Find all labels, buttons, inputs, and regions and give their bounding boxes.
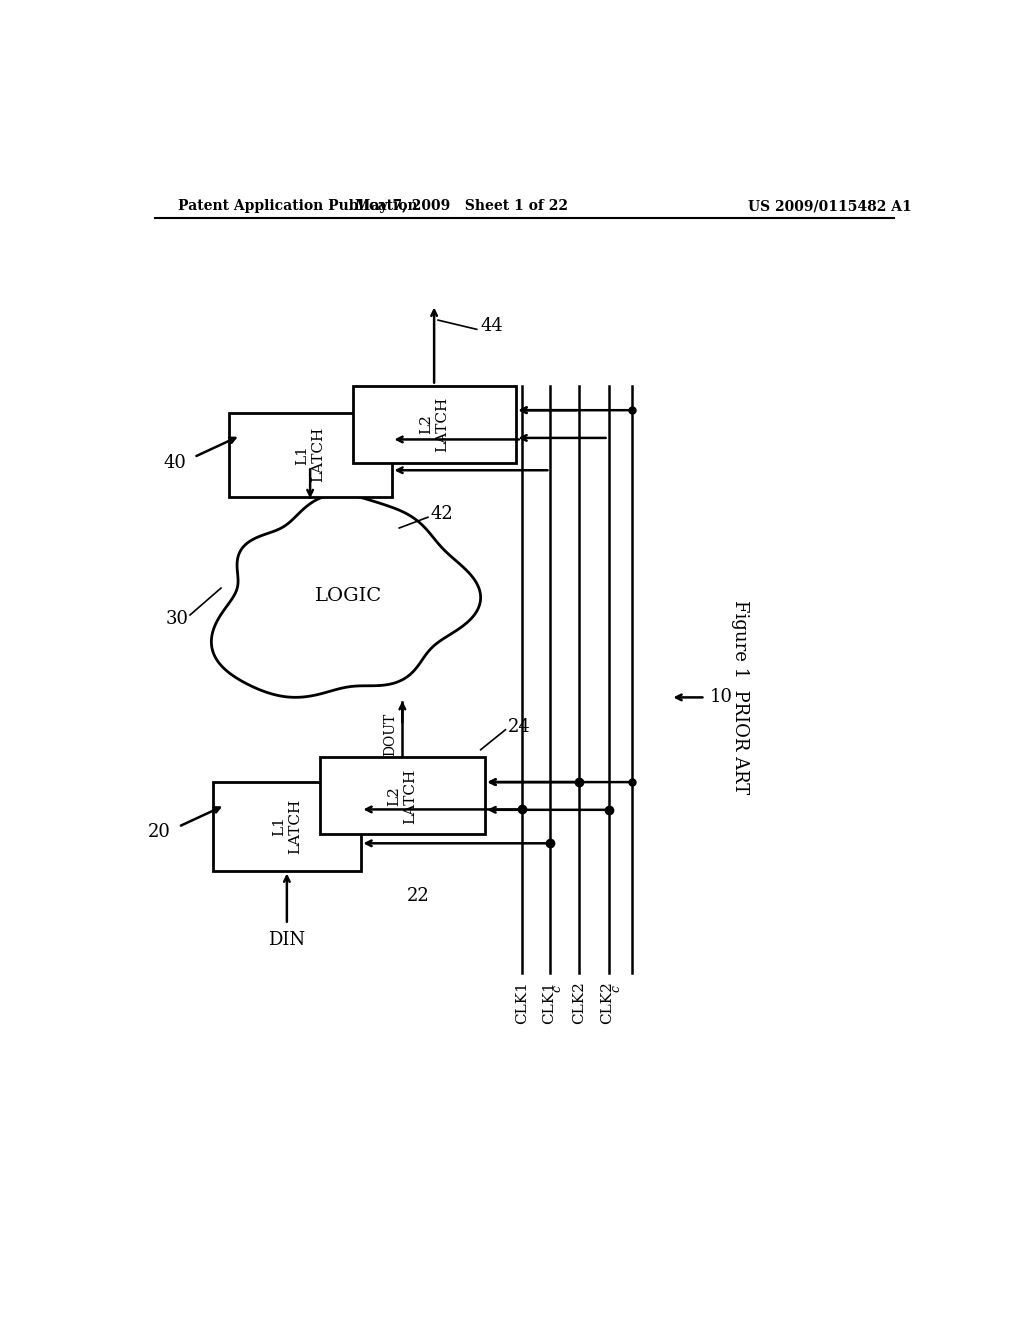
Text: 40: 40 (163, 454, 186, 471)
Text: CLK1: CLK1 (515, 981, 528, 1023)
Text: c: c (551, 985, 564, 991)
Bar (228, 412, 391, 498)
Text: 24: 24 (508, 718, 530, 735)
Text: 20: 20 (147, 824, 171, 841)
Text: Figure 1  PRIOR ART: Figure 1 PRIOR ART (731, 601, 750, 795)
Text: L1
LATCH: L1 LATCH (271, 799, 302, 854)
Text: CLK2: CLK2 (600, 981, 614, 1023)
Text: CLK1: CLK1 (542, 981, 556, 1023)
Text: Patent Application Publication: Patent Application Publication (178, 199, 418, 213)
Text: 44: 44 (480, 317, 504, 335)
Text: 22: 22 (407, 887, 430, 906)
Text: L2
LATCH: L2 LATCH (419, 396, 450, 451)
Text: 30: 30 (166, 610, 188, 628)
Text: L2
LATCH: L2 LATCH (387, 768, 418, 824)
Text: L1
LATCH: L1 LATCH (295, 428, 326, 483)
Text: May 7, 2009   Sheet 1 of 22: May 7, 2009 Sheet 1 of 22 (354, 199, 567, 213)
Polygon shape (211, 494, 480, 697)
Text: 10: 10 (710, 689, 732, 706)
Text: US 2009/0115482 A1: US 2009/0115482 A1 (748, 199, 911, 213)
Text: 42: 42 (430, 506, 453, 523)
Text: c: c (609, 985, 622, 991)
Bar (352, 385, 515, 462)
Bar (213, 781, 360, 871)
Text: CLK2: CLK2 (572, 981, 586, 1023)
Text: LOGIC: LOGIC (315, 587, 382, 605)
Text: DIN: DIN (268, 931, 305, 949)
Bar (321, 758, 484, 834)
Text: DOUT: DOUT (384, 713, 397, 756)
